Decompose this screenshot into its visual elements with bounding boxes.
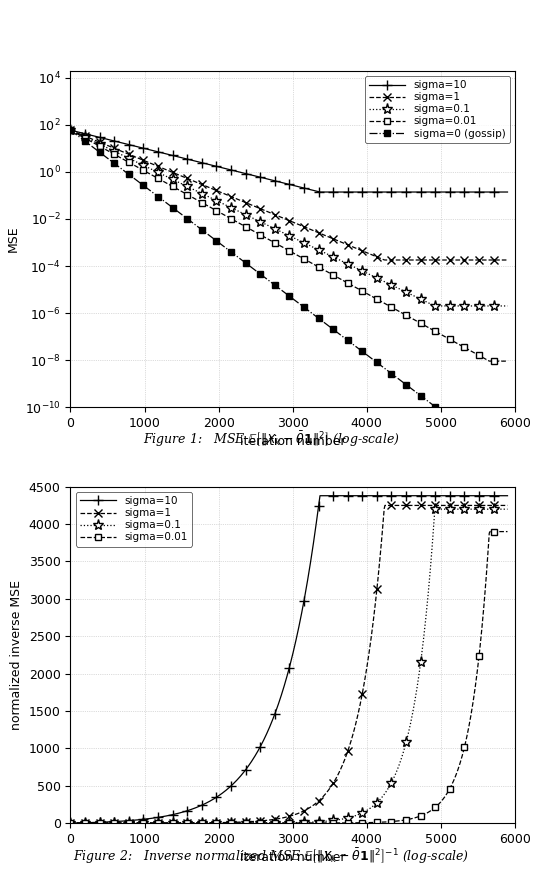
sigma=0 (gossip) [504, 457, 511, 467]
sigma=10 [317, 187, 323, 197]
sigma=1 [67, 125, 74, 135]
sigma=0.01 [396, 815, 403, 826]
Line: sigma=1: sigma=1 [66, 501, 512, 827]
sigma=0.1 [396, 283, 403, 294]
X-axis label: iteration number: iteration number [240, 851, 345, 865]
sigma=0.1 [432, 301, 438, 312]
sigma=1 [504, 255, 511, 266]
sigma=0.01 [179, 818, 186, 828]
sigma=10 [360, 490, 366, 501]
Y-axis label: normalized inverse MSE: normalized inverse MSE [10, 580, 23, 730]
sigma=1 [145, 818, 151, 828]
sigma=0.01 [325, 818, 331, 828]
Legend: sigma=10, sigma=1, sigma=0.1, sigma=0.01: sigma=10, sigma=1, sigma=0.1, sigma=0.01 [76, 492, 192, 547]
sigma=0.1 [265, 220, 272, 231]
Line: sigma=0 (gossip): sigma=0 (gossip) [68, 127, 510, 465]
sigma=0 (gossip) [67, 125, 74, 135]
sigma=0 (gossip) [265, 274, 272, 285]
sigma=0.1 [504, 504, 511, 514]
sigma=0.01 [67, 125, 74, 135]
sigma=0.01 [145, 818, 151, 828]
Line: sigma=1: sigma=1 [66, 126, 512, 264]
sigma=0.01 [265, 818, 272, 828]
sigma=0.1 [179, 818, 186, 828]
sigma=0.01 [145, 167, 151, 178]
sigma=0.01 [504, 527, 511, 537]
sigma=0.01 [67, 818, 74, 828]
sigma=1 [265, 815, 272, 826]
sigma=1 [382, 255, 388, 266]
sigma=10 [265, 725, 272, 735]
sigma=1 [397, 255, 403, 266]
Line: sigma=10: sigma=10 [66, 491, 512, 827]
sigma=0.01 [325, 267, 331, 278]
sigma=10 [397, 187, 403, 197]
sigma=0.01 [504, 356, 511, 366]
Line: sigma=0.1: sigma=0.1 [65, 504, 513, 828]
sigma=0 (gossip) [359, 346, 365, 357]
sigma=1 [325, 786, 331, 796]
sigma=10 [504, 187, 511, 197]
sigma=10 [326, 187, 332, 197]
sigma=1 [325, 231, 331, 242]
sigma=0 (gossip) [396, 374, 403, 385]
Text: Figure 2:   Inverse normalized MSE $\mathbb{E}\left[\|X_k - \bar{\theta}\mathbf{: Figure 2: Inverse normalized MSE $\mathb… [73, 847, 469, 866]
sigma=0.01 [179, 187, 186, 197]
Line: sigma=0.01: sigma=0.01 [67, 127, 511, 365]
sigma=0.1 [325, 816, 331, 827]
Text: Figure 1:   MSE $\mathbb{E}\left[\|X_k - \bar{\theta}\mathbf{1}\|^2\right]$ (log: Figure 1: MSE $\mathbb{E}\left[\|X_k - \… [143, 429, 399, 449]
sigma=10 [145, 813, 151, 824]
sigma=10 [67, 818, 74, 828]
sigma=10 [397, 490, 403, 501]
Legend: sigma=10, sigma=1, sigma=0.1, sigma=0.01, sigma=0 (gossip): sigma=10, sigma=1, sigma=0.1, sigma=0.01… [365, 76, 509, 142]
sigma=1 [359, 245, 365, 256]
sigma=10 [179, 153, 186, 164]
sigma=0.1 [325, 249, 331, 259]
sigma=1 [382, 500, 388, 511]
sigma=0.1 [145, 162, 151, 173]
sigma=0.1 [432, 504, 438, 514]
Line: sigma=10: sigma=10 [66, 126, 512, 196]
sigma=10 [317, 490, 323, 501]
sigma=0.1 [359, 807, 365, 818]
sigma=1 [145, 157, 151, 167]
X-axis label: iteration number: iteration number [240, 435, 345, 449]
sigma=0.1 [67, 125, 74, 135]
sigma=10 [326, 490, 332, 501]
sigma=1 [179, 172, 186, 182]
Line: sigma=0.01: sigma=0.01 [67, 528, 511, 827]
sigma=10 [179, 807, 186, 818]
sigma=0 (gossip) [325, 320, 331, 331]
sigma=0.01 [487, 356, 493, 366]
sigma=10 [145, 144, 151, 155]
sigma=0.1 [145, 818, 151, 828]
sigma=0.1 [396, 758, 403, 769]
sigma=0.1 [67, 818, 74, 828]
sigma=0.1 [179, 179, 186, 189]
sigma=10 [360, 187, 366, 197]
sigma=10 [67, 125, 74, 135]
sigma=1 [67, 818, 74, 828]
sigma=0.01 [359, 818, 365, 828]
sigma=0.1 [265, 818, 272, 828]
sigma=0 (gossip) [179, 210, 186, 220]
sigma=1 [359, 689, 365, 699]
sigma=0.01 [265, 234, 272, 244]
sigma=0.01 [359, 286, 365, 296]
sigma=10 [504, 490, 511, 501]
sigma=0.01 [487, 527, 493, 537]
sigma=0.01 [396, 306, 403, 317]
Y-axis label: MSE: MSE [7, 226, 20, 252]
sigma=1 [397, 500, 403, 511]
sigma=1 [504, 500, 511, 511]
sigma=10 [265, 173, 272, 184]
sigma=1 [179, 818, 186, 828]
sigma=1 [265, 206, 272, 217]
sigma=0 (gossip) [145, 183, 151, 194]
sigma=0.1 [359, 266, 365, 276]
sigma=0.1 [504, 301, 511, 312]
Line: sigma=0.1: sigma=0.1 [65, 125, 513, 312]
